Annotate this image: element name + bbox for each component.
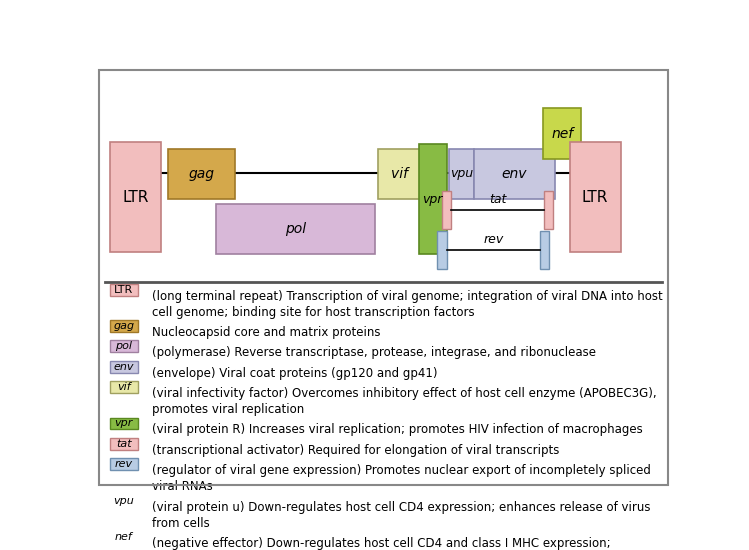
Text: tat: tat [489, 192, 506, 206]
FancyBboxPatch shape [110, 320, 138, 332]
Text: rev: rev [115, 459, 133, 469]
Text: pol: pol [115, 342, 133, 351]
Text: gag: gag [188, 167, 214, 181]
FancyBboxPatch shape [110, 361, 138, 372]
Text: (envelope) Viral coat proteins (gp120 and gp41): (envelope) Viral coat proteins (gp120 an… [151, 367, 437, 380]
FancyBboxPatch shape [540, 231, 549, 270]
Text: (viral protein R) Increases viral replication; promotes HIV infection of macroph: (viral protein R) Increases viral replic… [151, 424, 643, 437]
Text: env: env [114, 362, 134, 372]
FancyBboxPatch shape [569, 142, 621, 252]
Text: vpr: vpr [115, 419, 133, 428]
FancyBboxPatch shape [442, 191, 451, 229]
FancyBboxPatch shape [544, 191, 554, 229]
Text: (viral infectivity factor) Overcomes inhibitory effect of host cell enzyme (APOB: (viral infectivity factor) Overcomes inh… [151, 387, 656, 416]
FancyBboxPatch shape [544, 108, 581, 159]
FancyBboxPatch shape [110, 340, 138, 353]
FancyBboxPatch shape [474, 148, 555, 200]
FancyBboxPatch shape [419, 144, 446, 255]
Text: nef: nef [115, 532, 133, 542]
Text: vpu: vpu [113, 496, 134, 505]
FancyBboxPatch shape [110, 417, 138, 430]
FancyBboxPatch shape [437, 231, 446, 270]
FancyBboxPatch shape [110, 494, 138, 507]
Text: (long terminal repeat) Transcription of viral genome; integration of viral DNA i: (long terminal repeat) Transcription of … [151, 290, 662, 318]
FancyBboxPatch shape [378, 148, 422, 200]
FancyBboxPatch shape [216, 204, 375, 255]
FancyBboxPatch shape [110, 284, 138, 295]
FancyBboxPatch shape [110, 458, 138, 470]
FancyBboxPatch shape [110, 531, 138, 543]
Text: rev: rev [483, 233, 503, 246]
FancyBboxPatch shape [110, 438, 138, 450]
Text: (regulator of viral gene expression) Promotes nuclear export of incompletely spl: (regulator of viral gene expression) Pro… [151, 464, 651, 493]
FancyBboxPatch shape [110, 381, 138, 393]
Text: LTR: LTR [582, 190, 608, 205]
Text: vpu: vpu [450, 168, 473, 180]
Text: vpr: vpr [422, 193, 443, 206]
FancyBboxPatch shape [110, 142, 161, 252]
Text: LTR: LTR [114, 284, 133, 295]
Text: env: env [502, 167, 527, 181]
Text: tat: tat [116, 439, 132, 449]
Text: (viral protein u) Down-regulates host cell CD4 expression; enhances release of v: (viral protein u) Down-regulates host ce… [151, 500, 650, 530]
Text: nef: nef [551, 126, 574, 141]
Text: (transcriptional activator) Required for elongation of viral transcripts: (transcriptional activator) Required for… [151, 444, 559, 456]
Text: vif: vif [391, 167, 408, 181]
Text: (negative effector) Down-regulates host cell CD4 and class I MHC expression;
enh: (negative effector) Down-regulates host … [151, 537, 610, 550]
Text: Nucleocapsid core and matrix proteins: Nucleocapsid core and matrix proteins [151, 326, 380, 339]
Text: pol: pol [285, 222, 306, 236]
FancyBboxPatch shape [449, 148, 474, 200]
Text: gag: gag [113, 321, 134, 331]
Text: LTR: LTR [122, 190, 148, 205]
Text: vif: vif [117, 382, 130, 392]
Text: (polymerase) Reverse transcriptase, protease, integrase, and ribonuclease: (polymerase) Reverse transcriptase, prot… [151, 346, 595, 359]
FancyBboxPatch shape [168, 148, 234, 200]
